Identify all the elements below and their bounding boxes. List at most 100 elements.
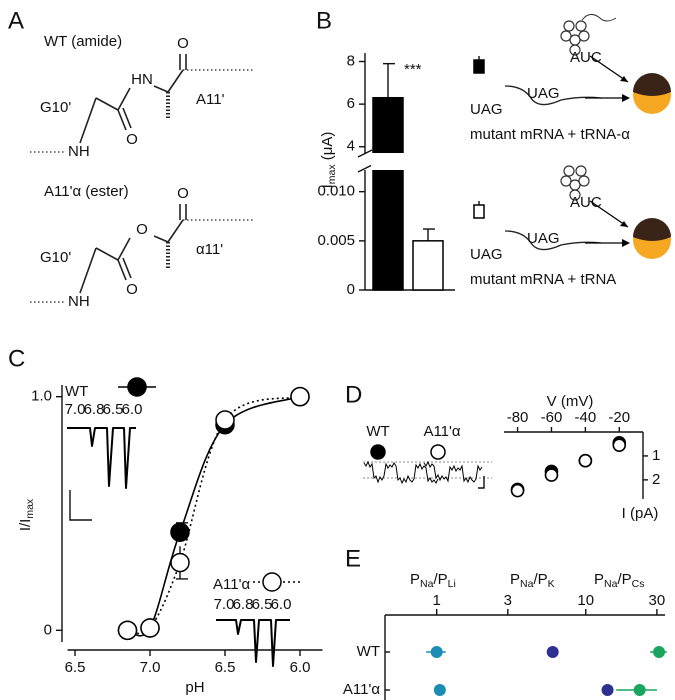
y-tick-label: 0 <box>347 281 355 298</box>
legend-label: PNa/PLi <box>410 571 456 590</box>
x-tick-label: -80 <box>507 409 529 426</box>
bar <box>412 240 444 291</box>
bond <box>117 259 127 281</box>
arrow-head <box>620 221 628 227</box>
trna-loop <box>578 175 590 187</box>
bond <box>79 97 97 144</box>
legend-label: WT <box>366 423 389 440</box>
bond <box>117 237 131 261</box>
codon: UAG <box>527 85 560 102</box>
legend-swatch <box>473 59 485 74</box>
legend-marker <box>262 572 282 592</box>
atom: O <box>126 131 138 148</box>
y-tick-label: 0 <box>44 621 52 638</box>
ribosome-top <box>633 73 671 96</box>
arrow <box>589 200 629 228</box>
bar <box>372 96 404 291</box>
y-axis-label: Imax (μA) <box>319 132 338 189</box>
anticodon: AUC <box>570 194 602 211</box>
row-label: A11'α <box>343 681 380 698</box>
trace-label: 6.8 <box>233 596 254 613</box>
codon-label: UAG <box>470 101 503 118</box>
point <box>290 386 310 407</box>
mrna <box>504 230 602 251</box>
x-tick-label: 30 <box>649 592 666 609</box>
panel-label: C <box>8 345 25 372</box>
x-tick-label: -20 <box>608 409 630 426</box>
bond <box>153 85 169 93</box>
codon-label: UAG <box>470 246 503 263</box>
panel-label: E <box>345 545 361 572</box>
bond <box>95 247 119 261</box>
point <box>430 646 443 658</box>
axis-break <box>371 153 405 170</box>
bond <box>153 235 169 243</box>
structure: A11'α (ester) O O O NH α11' G10' <box>30 183 255 310</box>
legend-label: A11'α <box>213 576 250 593</box>
structure-title: A11'α (ester) <box>44 183 129 200</box>
trace-label: 6.8 <box>84 401 105 418</box>
panel-label: D <box>345 381 362 408</box>
residue: G10' <box>40 249 71 266</box>
x-tick-label: 10 <box>577 592 594 609</box>
y-tick-label: 8 <box>347 52 355 69</box>
point <box>215 410 235 430</box>
arrow-head <box>622 94 630 102</box>
trna-loop <box>575 20 587 32</box>
x-tick-label: 1 <box>433 592 441 609</box>
row-label: WT <box>357 643 380 660</box>
structure: WT (amide) O HN O NH A11' G10' <box>30 33 255 160</box>
trna-loop <box>563 20 575 32</box>
trna <box>560 165 590 201</box>
current-traces <box>67 427 290 667</box>
point <box>510 483 525 498</box>
anticodon: AUC <box>570 49 602 66</box>
x-tick-label: 6.5 <box>65 659 86 676</box>
trna-loop <box>575 165 587 177</box>
amino-acid <box>581 14 617 22</box>
annotation: *** <box>404 61 422 78</box>
mrna <box>504 85 602 106</box>
point <box>140 618 160 638</box>
atom: O <box>177 185 189 202</box>
trace-label: 6.5 <box>252 596 273 613</box>
point <box>601 684 614 696</box>
atom: O <box>177 35 189 52</box>
legend-label: PNa/PK <box>510 571 555 590</box>
trna-loop <box>560 175 572 187</box>
ribosome-top <box>633 218 671 241</box>
trace-label: 6.0 <box>271 596 292 613</box>
residue: α11' <box>196 241 223 258</box>
bond <box>167 219 184 243</box>
x-tick-label: 6.5 <box>215 659 236 676</box>
panel-label: B <box>316 7 332 34</box>
trace-label: 6.5 <box>103 401 124 418</box>
point <box>170 552 190 573</box>
caption: mutant mRNA + tRNA-α <box>470 126 630 143</box>
y-tick-label: 0.005 <box>317 232 355 249</box>
bond <box>167 69 184 93</box>
trna <box>560 20 590 56</box>
trace-label: 6.0 <box>122 401 143 418</box>
legend-marker <box>430 444 446 460</box>
trna-loop <box>560 30 572 42</box>
atom: O <box>126 281 138 298</box>
bond <box>117 87 131 111</box>
caption: mutant mRNA + tRNA <box>470 271 616 288</box>
residue: G10' <box>40 99 71 116</box>
atom: O <box>136 221 148 238</box>
trna-loop <box>569 189 581 201</box>
single-channel-traces <box>363 460 492 489</box>
point <box>117 620 138 641</box>
point <box>653 646 666 658</box>
panel-label: A <box>8 7 24 34</box>
y-tick-label: 2 <box>652 471 660 488</box>
arrow <box>589 55 629 83</box>
point <box>578 453 593 468</box>
trna-loop <box>569 44 581 56</box>
x-tick-label: 7.0 <box>140 659 161 676</box>
bond <box>122 257 132 279</box>
structure-title: WT (amide) <box>44 33 122 50</box>
legend-label: PNa/PCs <box>594 571 644 590</box>
